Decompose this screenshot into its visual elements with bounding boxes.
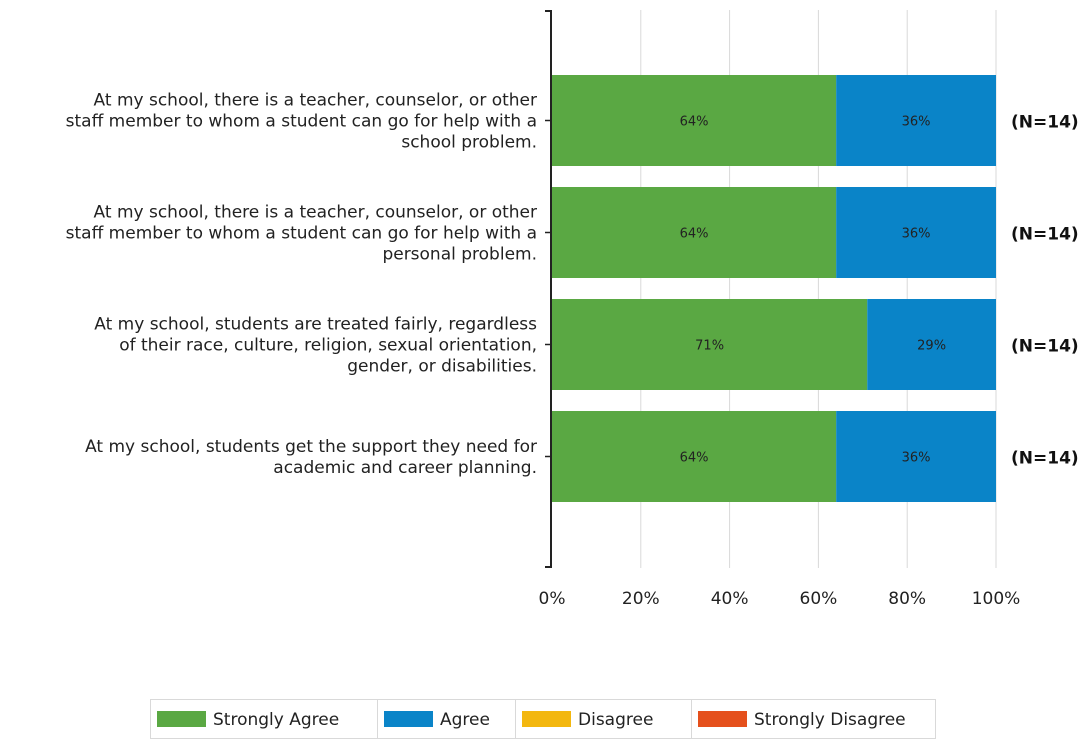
y-axis: [545, 10, 552, 568]
legend-swatch: [384, 711, 433, 727]
bar-segment: [836, 411, 996, 502]
n-label: (N=14): [1011, 225, 1079, 245]
x-tick-label: 0%: [539, 589, 566, 609]
bar-segment: [552, 75, 837, 166]
data-label: 71%: [695, 339, 724, 354]
bar-segment: [836, 187, 996, 278]
legend-swatch: [157, 711, 206, 727]
x-tick-label: 60%: [800, 589, 838, 609]
category-labels: At my school, there is a teacher, counse…: [66, 91, 551, 478]
bar-segment: [836, 75, 996, 166]
legend-item: Disagree: [515, 699, 692, 739]
legend-item: Strongly Disagree: [691, 699, 936, 739]
legend-item: Agree: [377, 699, 516, 739]
data-label: 29%: [917, 339, 946, 354]
data-label: 36%: [902, 227, 931, 242]
x-tick-label: 40%: [711, 589, 749, 609]
legend-swatch: [698, 711, 747, 727]
legend: Strongly Agree Agree Disagree Strongly Disa…: [150, 699, 936, 739]
x-tick-label: 100%: [972, 589, 1021, 609]
legend-swatch: [522, 711, 571, 727]
data-label: 64%: [680, 227, 709, 242]
x-tick-label: 20%: [622, 589, 660, 609]
bar-segment: [552, 299, 868, 390]
legend-label: Disagree: [578, 710, 653, 730]
n-label: (N=14): [1011, 113, 1079, 133]
x-tick-label: 80%: [888, 589, 926, 609]
legend-label: Agree: [440, 710, 490, 730]
bar-segment: [552, 411, 837, 502]
data-label: 36%: [902, 115, 931, 130]
bar-segment: [552, 187, 837, 278]
bar-segment: [867, 299, 996, 390]
data-label: 64%: [680, 115, 709, 130]
n-label: (N=14): [1011, 337, 1079, 357]
data-label: 36%: [902, 451, 931, 466]
x-axis-ticks: 0% 20% 40% 60% 80% 100%: [539, 589, 1021, 609]
legend-label: Strongly Agree: [213, 710, 339, 730]
n-labels: (N=14) (N=14) (N=14) (N=14): [1011, 113, 1079, 469]
legend-label: Strongly Disagree: [754, 710, 906, 730]
data-label: 64%: [680, 451, 709, 466]
category-label: At my school, students are treated fairl…: [94, 315, 537, 377]
category-label: At my school, there is a teacher, counse…: [66, 203, 537, 265]
category-label: At my school, there is a teacher, counse…: [66, 91, 537, 153]
n-label: (N=14): [1011, 449, 1079, 469]
category-label: At my school, students get the support t…: [85, 437, 537, 478]
bars: 64% 36% 64% 36% 71% 29% 64% 36%: [552, 75, 996, 502]
legend-item: Strongly Agree: [150, 699, 378, 739]
